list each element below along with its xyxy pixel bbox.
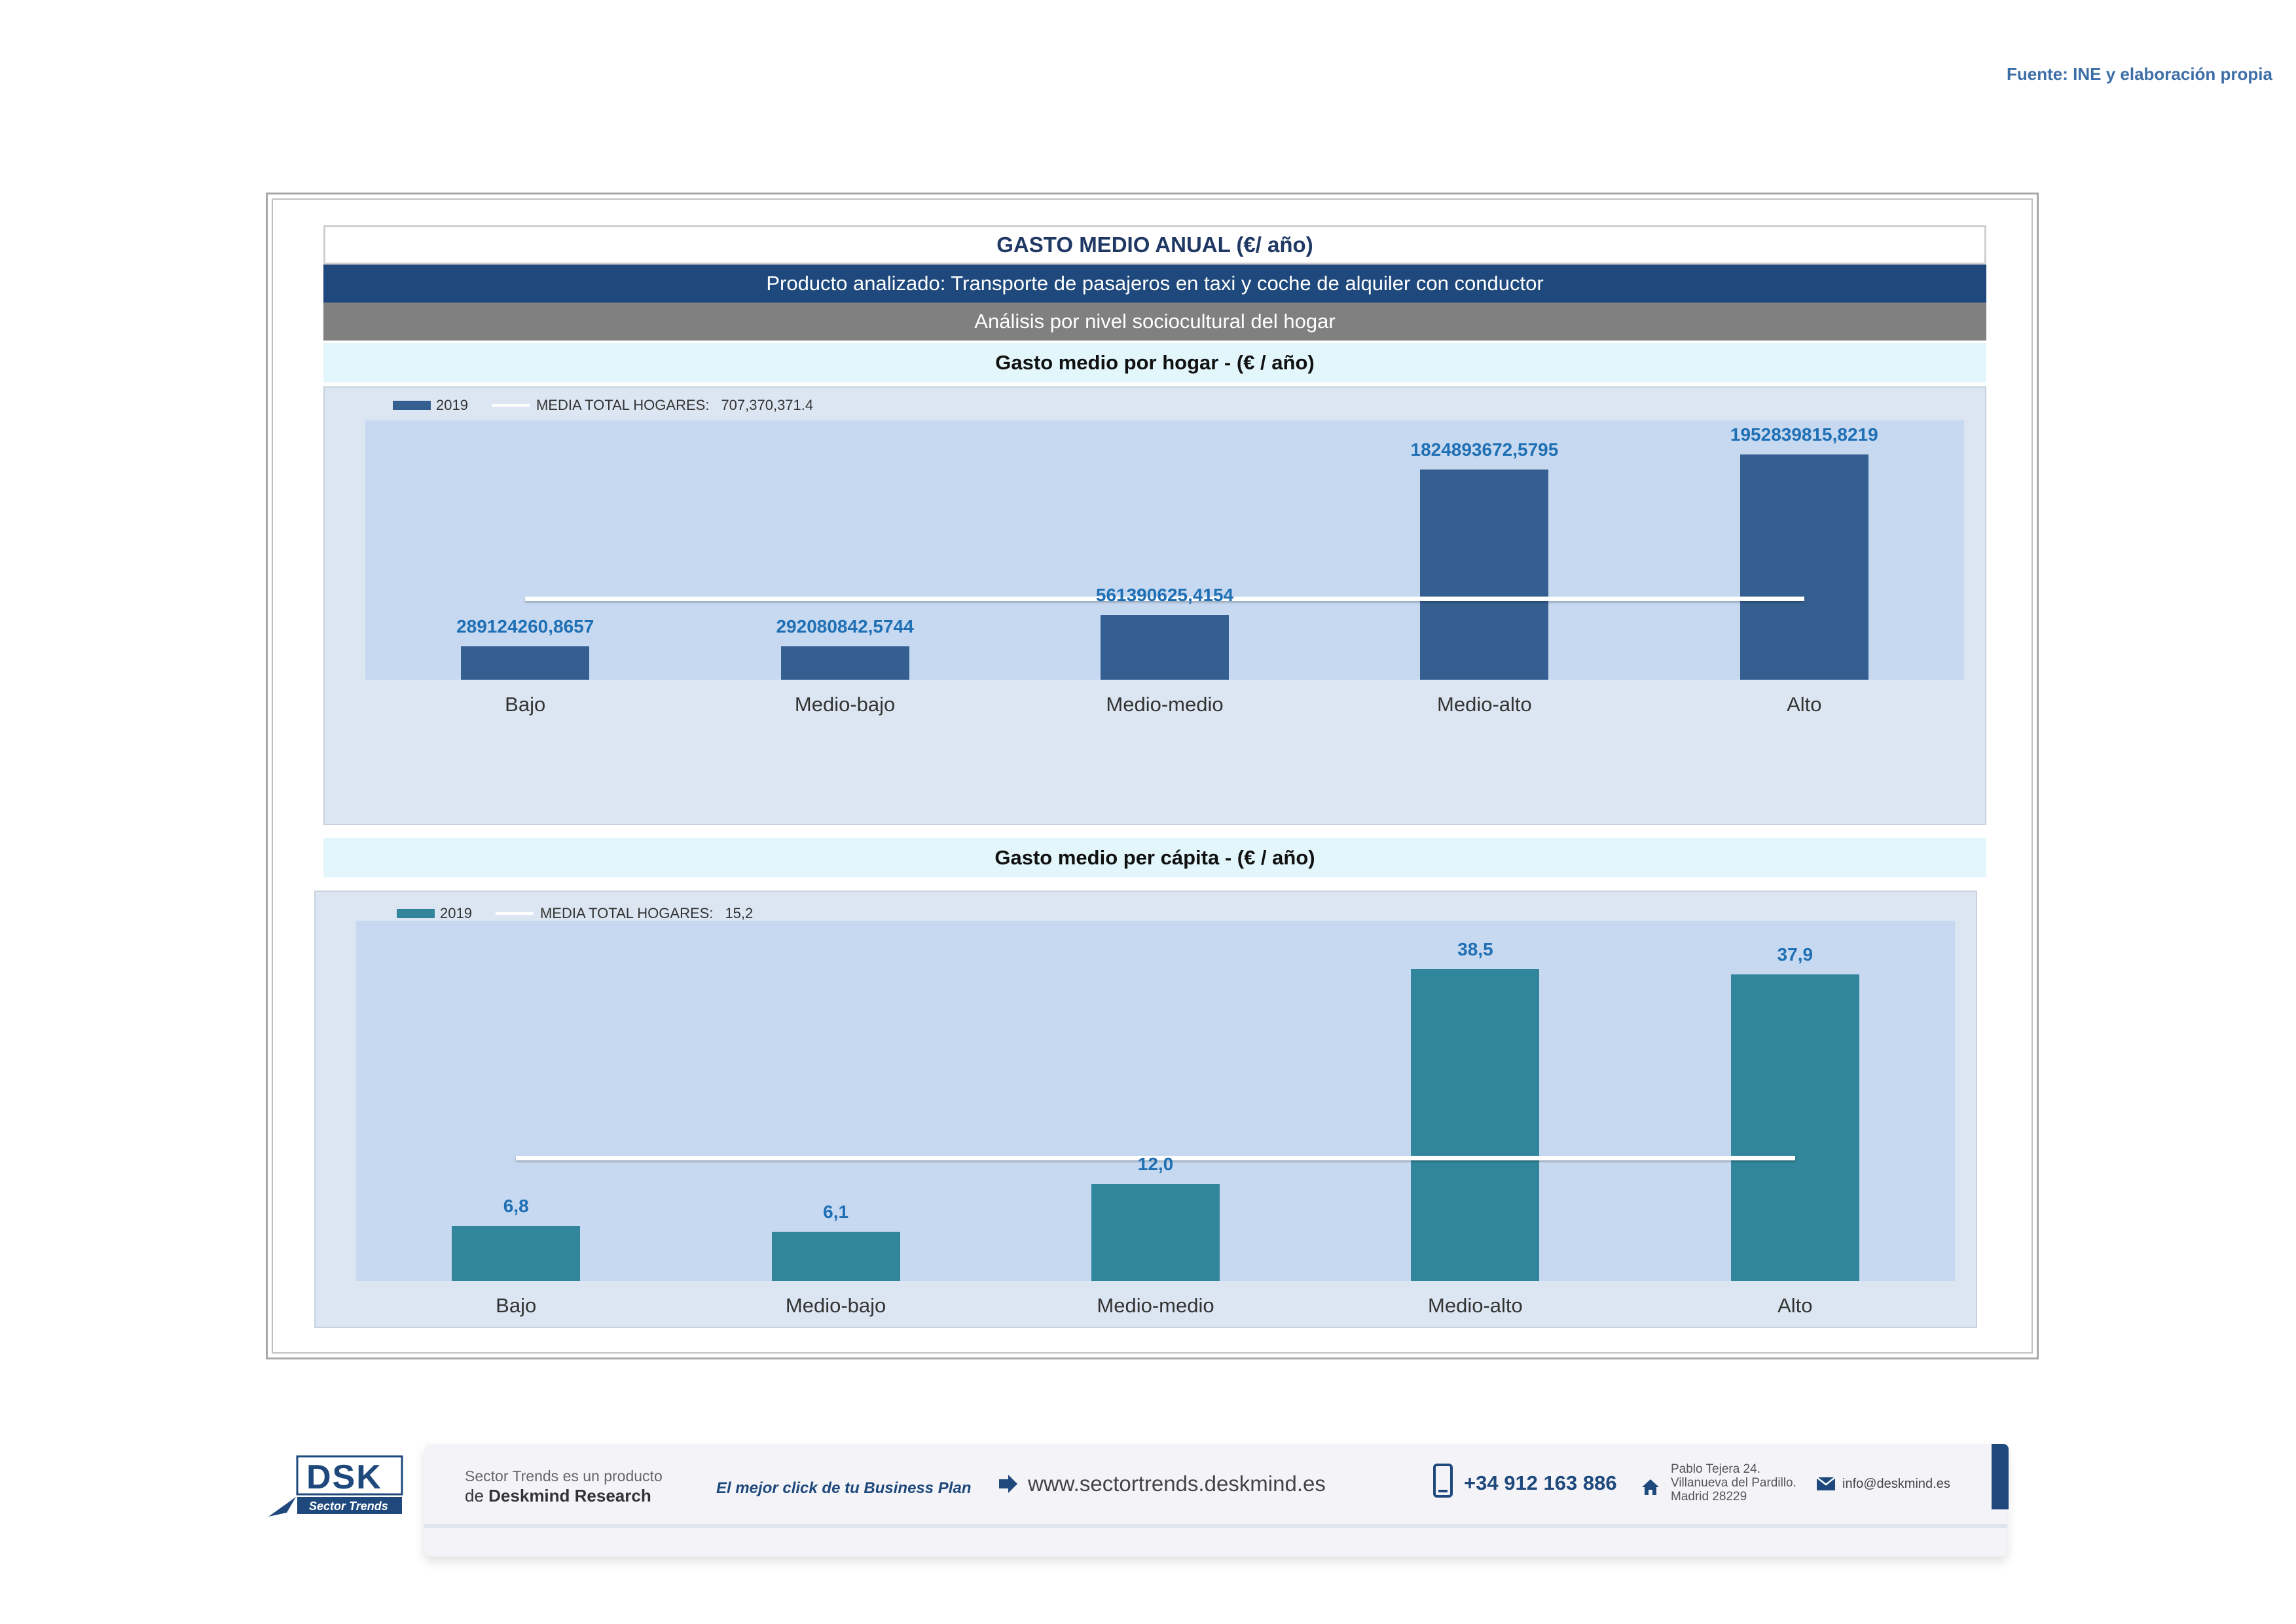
category-label-bajo: Bajo (496, 1294, 537, 1317)
analysis-banner: Análisis por nivel sociocultural del hog… (323, 303, 1986, 341)
footer-website-link[interactable]: www.sectortrends.deskmind.es (1028, 1471, 1326, 1496)
reference-line-media-total (516, 1156, 1795, 1161)
logo-subtext: Sector Trends (309, 1500, 388, 1513)
footer-phone[interactable]: +34 912 163 886 (1464, 1471, 1617, 1494)
legend-swatch-2019 (397, 909, 435, 918)
footer-banner: Sector Trends es un producto de Deskmind… (424, 1444, 2009, 1557)
chart-capita-plot-area (356, 921, 1955, 1281)
bar-bajo (461, 646, 590, 680)
data-label-alto: 1952839815,8219 (1730, 424, 1878, 445)
category-label-medio-medio: Medio-medio (1106, 693, 1224, 716)
bar-bajo (452, 1225, 581, 1281)
data-label-medio-alto: 38,5 (1457, 939, 1493, 960)
chart-capita-legend: 2019 MEDIA TOTAL HOGARES: 15,2 (397, 905, 753, 922)
data-label-alto: 37,9 (1777, 944, 1813, 965)
bar-medio-alto (1411, 969, 1540, 1281)
category-label-medio-alto: Medio-alto (1428, 1294, 1523, 1317)
source-note: Fuente: INE y elaboración propia (2007, 64, 2272, 84)
bar-medio-alto (1420, 469, 1549, 680)
data-label-medio-bajo: 292080842,5744 (776, 616, 914, 637)
category-label-bajo: Bajo (505, 693, 546, 716)
legend-reference-name: MEDIA TOTAL HOGARES: (536, 397, 710, 413)
legend-line-swatch (495, 912, 534, 915)
chart-hogar-plot-area (365, 420, 1964, 680)
category-label-medio-alto: Medio-alto (1437, 693, 1532, 716)
legend-series-name: 2019 (436, 397, 468, 413)
data-label-bajo: 6,8 (503, 1195, 529, 1216)
phone-icon (1432, 1464, 1453, 1498)
legend-reference-value: 707,370,371.4 (721, 397, 814, 413)
bar-medio-bajo (771, 1231, 900, 1281)
footer-brand: Deskmind Research (488, 1486, 651, 1505)
product-banner: Producto analizado: Transporte de pasaje… (323, 265, 1986, 303)
data-label-medio-medio: 561390625,4154 (1095, 585, 1234, 606)
footer-product-line1: Sector Trends es un producto (465, 1467, 663, 1485)
data-label-medio-bajo: 6,1 (823, 1201, 849, 1222)
dsk-logo: DSK Sector Trends (267, 1454, 405, 1519)
data-label-medio-alto: 1824893672,5795 (1410, 439, 1559, 460)
category-label-medio-bajo: Medio-bajo (785, 1294, 886, 1317)
logo-text: DSK (306, 1458, 382, 1496)
footer-slogan: El mejor click de tu Business Plan (716, 1479, 972, 1497)
category-label-medio-bajo: Medio-bajo (794, 693, 896, 716)
mail-icon (1816, 1477, 1836, 1491)
legend-series-name: 2019 (440, 905, 472, 921)
category-label-alto: Alto (1787, 693, 1822, 716)
chart-hogar-title: Gasto medio por hogar - (€ / año) (323, 343, 1986, 382)
legend-reference-name: MEDIA TOTAL HOGARES: (539, 905, 714, 921)
report-frame (266, 193, 2039, 1359)
footer-product-line2: de Deskmind Research (465, 1486, 651, 1505)
data-label-medio-medio: 12,0 (1137, 1153, 1174, 1174)
footer-address: Pablo Tejera 24. Villanueva del Pardillo… (1671, 1462, 1796, 1504)
reference-line-media-total (525, 596, 1804, 601)
legend-line-swatch (491, 404, 530, 407)
bar-alto (1730, 974, 1859, 1281)
category-label-alto: Alto (1777, 1294, 1813, 1317)
data-label-bajo: 289124260,8657 (456, 616, 594, 637)
legend-reference-value: 15,2 (725, 905, 754, 921)
legend-swatch-2019 (393, 401, 431, 410)
chart-hogar-panel: 2019 MEDIA TOTAL HOGARES: 707,370,371.4 … (323, 386, 1986, 825)
chart-capita-panel: 2019 MEDIA TOTAL HOGARES: 15,2 6,8 Bajo 6,… (314, 891, 1977, 1328)
bar-medio-medio (1091, 1183, 1220, 1281)
category-label-medio-medio: Medio-medio (1097, 1294, 1214, 1317)
bar-alto (1740, 454, 1868, 680)
home-icon (1641, 1478, 1660, 1496)
arrow-icon (998, 1473, 1020, 1495)
report-title: GASTO MEDIO ANUAL (€/ año) (323, 225, 1986, 265)
bar-medio-medio (1101, 615, 1229, 680)
footer-email[interactable]: info@deskmind.es (1842, 1477, 1950, 1491)
bar-medio-bajo (780, 646, 909, 680)
chart-hogar-legend: 2019 MEDIA TOTAL HOGARES: 707,370,371.4 (393, 397, 813, 414)
chart-capita-title: Gasto medio per cápita - (€ / año) (323, 838, 1986, 877)
